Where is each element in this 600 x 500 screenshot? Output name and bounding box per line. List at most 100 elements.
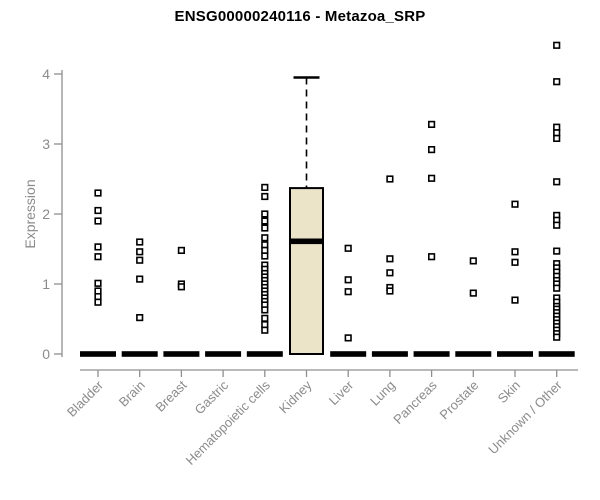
y-axis-label: Expression (22, 179, 38, 249)
outlier-point (553, 247, 561, 255)
box-unknown-other (538, 41, 575, 357)
outlier-point (136, 248, 144, 256)
outlier-point (136, 313, 144, 322)
y-tick-label: 4 (42, 66, 50, 82)
x-category-label: Unknown / Other (485, 377, 565, 457)
box-brain (121, 238, 158, 357)
outlier-point (386, 269, 394, 277)
x-category-label: Kidney (276, 377, 315, 416)
outlier-point (553, 284, 561, 292)
outlier-point (94, 279, 102, 287)
outlier-point (94, 253, 102, 261)
outlier-point (511, 248, 519, 256)
outlier-point (344, 244, 352, 252)
outlier-point (94, 287, 102, 295)
outlier-point (553, 123, 561, 131)
median-line (330, 351, 367, 357)
outlier-point (427, 174, 436, 182)
median-line (497, 351, 533, 357)
outlier-point (94, 298, 102, 306)
box-pancreas (413, 120, 450, 357)
box-liver (330, 244, 367, 357)
median-line (371, 351, 408, 357)
outlier-point (261, 224, 269, 232)
box-body (289, 187, 324, 355)
box-gastric (205, 351, 242, 357)
outlier-point (386, 287, 394, 295)
outlier-point (553, 134, 561, 143)
box-breast (163, 246, 200, 357)
box-kidney (289, 76, 324, 355)
outlier-point (386, 175, 394, 183)
outlier-point (177, 246, 186, 255)
outlier-point (553, 178, 561, 186)
outlier-point (261, 217, 269, 225)
outlier-point (511, 296, 519, 304)
y-axis: 0 1 2 3 4 (42, 66, 63, 362)
outlier-point (136, 275, 144, 283)
median-line (455, 351, 492, 357)
outlier-point (553, 333, 561, 341)
outlier-point (261, 252, 269, 260)
outlier-point (261, 314, 269, 322)
outlier-point (427, 253, 436, 261)
outlier-point (553, 221, 561, 229)
outlier-point (469, 289, 477, 297)
x-category-label: Pancreas (390, 377, 440, 427)
outlier-point (427, 120, 436, 128)
outlier-point (94, 189, 102, 197)
outlier-point (94, 243, 102, 251)
outlier-point (177, 283, 186, 291)
median-line (163, 351, 200, 357)
median-line (121, 351, 158, 357)
outlier-point (261, 234, 269, 242)
median-line (290, 238, 323, 245)
y-tick-label: 1 (42, 276, 50, 292)
outlier-point (386, 255, 394, 263)
outlier-point (469, 257, 477, 265)
x-category-label: Skin (495, 378, 523, 406)
outlier-point (261, 210, 269, 218)
median-line (246, 351, 283, 357)
y-tick-label: 0 (42, 346, 50, 362)
outlier-point (261, 306, 269, 314)
median-line (413, 351, 450, 357)
outlier-point (553, 78, 561, 86)
outlier-point (344, 334, 352, 342)
median-line (80, 351, 116, 357)
box-skin (497, 200, 533, 357)
x-category-label: Prostate (437, 378, 482, 423)
x-category-label: Liver (326, 377, 357, 408)
outlier-point (553, 41, 561, 49)
x-category-label: Bladder (64, 377, 107, 420)
median-line (538, 351, 575, 357)
outlier-point (344, 276, 352, 284)
outlier-point (261, 326, 269, 334)
chart-title: ENSG00000240116 - Metazoa_SRP (174, 8, 426, 25)
box-bladder (80, 189, 116, 357)
median-line (205, 351, 242, 357)
x-category-label: Breast (152, 377, 189, 414)
outlier-point (261, 183, 269, 192)
outlier-point (94, 292, 102, 301)
outlier-point (94, 206, 102, 215)
y-tick-label: 3 (42, 136, 50, 152)
outlier-point (553, 129, 561, 137)
outlier-point (427, 146, 436, 154)
outlier-point (136, 256, 144, 264)
box-lung (371, 175, 408, 357)
x-category-label: Brain (116, 378, 148, 410)
outlier-point (261, 246, 269, 255)
box-prostate (455, 257, 492, 357)
outlier-point (261, 320, 269, 329)
outlier-point (511, 200, 519, 208)
outlier-point (94, 217, 102, 225)
y-tick-label: 2 (42, 206, 50, 222)
outlier-point (261, 241, 269, 249)
x-category-label: Lung (367, 378, 398, 409)
outlier-point (511, 258, 519, 266)
x-category-label: Gastric (192, 377, 232, 417)
